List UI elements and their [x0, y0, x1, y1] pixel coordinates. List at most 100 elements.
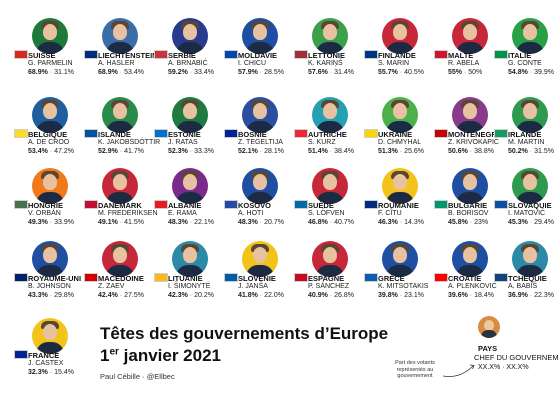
leader-name: E. RAMA	[168, 210, 197, 217]
vote-share-separator: ·	[527, 69, 535, 76]
leader-portrait	[312, 97, 348, 133]
vote-share-secondary: 33.3%	[194, 148, 214, 155]
vote-share-separator: ·	[187, 69, 195, 76]
vote-share-primary: 52.3%	[168, 148, 188, 155]
vote-share-secondary: 20.2%	[194, 292, 214, 299]
leader-card: MACÉDOINE Z. ZAEV 42.4% · 27.5%	[84, 241, 156, 319]
leader-card: HONGRIE V. ORBÁN 49.3% · 33.9%	[14, 168, 86, 246]
country-flag-icon	[364, 129, 378, 138]
vote-share-primary: 55%	[448, 69, 463, 76]
leader-card: ISLANDE K. JAKOBSDÓTTIR 52.9% · 41.7%	[84, 97, 160, 175]
country-flag-icon	[84, 129, 98, 138]
leader-name: A. HOTI	[238, 210, 264, 217]
vote-share-separator: ·	[397, 69, 405, 76]
vote-share-separator: ·	[462, 69, 469, 76]
leader-portrait	[512, 18, 548, 54]
country-flag-icon	[14, 350, 28, 359]
leader-card: ESPAGNE P. SÁNCHEZ 40.9% · 26.8%	[294, 241, 366, 319]
vote-share-secondary: 41.5%	[124, 219, 144, 226]
vote-share: 46.8% · 40.7%	[308, 219, 354, 226]
country-flag-icon	[84, 200, 98, 209]
leader-portrait	[452, 18, 488, 54]
vote-share-separator: ·	[467, 148, 475, 155]
leader-card: ROUMANIE F. CÎTU 46.3% · 14.3%	[364, 168, 436, 246]
author-credit: Paul Cébille · @Ellbec	[100, 372, 175, 381]
leader-name: Z. TEGELTIJA	[238, 139, 283, 146]
vote-share-secondary: 38.8%	[474, 148, 494, 155]
subtitle-day: 1	[100, 346, 110, 365]
vote-share-primary: 53.4%	[28, 148, 48, 155]
subtitle-ordinal: er	[109, 346, 119, 358]
leader-portrait	[242, 241, 278, 277]
country-name: BOSNIE	[238, 130, 267, 139]
country-flag-icon	[294, 50, 308, 59]
vote-share: 39.8% · 23.1%	[378, 292, 424, 299]
vote-share-separator: ·	[117, 148, 125, 155]
country-flag-icon	[494, 200, 508, 209]
vote-share-primary: 36.9%	[508, 292, 528, 299]
country-name: TCHÉQUIE	[508, 274, 547, 283]
vote-share-secondary: 18.4%	[474, 292, 494, 299]
vote-share: 45.8% · 23%	[448, 219, 488, 226]
vote-share-separator: ·	[117, 219, 125, 226]
leader-card: FINLANDE S. MARIN 55.7% · 40.5%	[364, 18, 436, 96]
country-name: LIECHTENSTEIN	[98, 51, 158, 60]
leader-name: K. KARIŅŠ	[308, 60, 343, 67]
leader-card: UKRAINE D. CHMYHAL 51.3% · 25.6%	[364, 97, 436, 175]
country-name: LETTONIE	[308, 51, 345, 60]
country-flag-icon	[84, 50, 98, 59]
country-flag-icon	[434, 129, 448, 138]
legend-note: Part des votants représentés au gouverne…	[395, 360, 435, 379]
country-flag-icon	[364, 200, 378, 209]
leader-name: F. CÎTU	[378, 210, 402, 217]
country-name: UKRAINE	[378, 130, 413, 139]
vote-share: 40.9% · 26.8%	[308, 292, 354, 299]
vote-share-secondary: 27.5%	[124, 292, 144, 299]
vote-share-separator: ·	[527, 292, 535, 299]
vote-share: 45.3% · 29.4%	[508, 219, 554, 226]
vote-share-separator: ·	[257, 292, 265, 299]
leader-card: LIECHTENSTEIN A. HASLER 68.9% · 53.4%	[84, 18, 158, 96]
country-flag-icon	[224, 200, 238, 209]
leader-card: ESTONIE J. RATAS 52.3% · 33.3%	[154, 97, 226, 175]
leader-portrait	[172, 241, 208, 277]
leader-portrait	[172, 168, 208, 204]
country-name: FRANCE	[28, 351, 60, 360]
country-name: SLOVÉNIE	[238, 274, 276, 283]
leader-name: M. MARTIN	[508, 139, 545, 146]
leader-name: A. BABIŠ	[508, 283, 538, 290]
vote-share-secondary: 28.5%	[264, 69, 284, 76]
vote-share-secondary: 22.1%	[194, 219, 214, 226]
country-name: MOLDAVIE	[238, 51, 278, 60]
subtitle-date: janvier 2021	[118, 346, 221, 365]
vote-share-primary: 43.3%	[28, 292, 48, 299]
country-name: CROATIE	[448, 274, 482, 283]
vote-share-secondary: 25.6%	[404, 148, 424, 155]
vote-share: 55% · 50%	[448, 69, 482, 76]
leader-name: J. CASTEX	[28, 360, 64, 367]
vote-share-separator: ·	[47, 369, 55, 376]
leader-portrait	[452, 241, 488, 277]
leader-portrait	[312, 18, 348, 54]
leader-name: D. CHMYHAL	[378, 139, 422, 146]
vote-share-primary: 46.8%	[308, 219, 328, 226]
vote-share-primary: 42.4%	[98, 292, 118, 299]
vote-share-secondary: 33.9%	[54, 219, 74, 226]
vote-share-primary: 49.3%	[28, 219, 48, 226]
leader-portrait	[102, 97, 138, 133]
vote-share-secondary: 47.2%	[54, 148, 74, 155]
vote-share-separator: ·	[467, 219, 475, 226]
vote-share-primary: 48.3%	[238, 219, 258, 226]
vote-share-secondary: 40.7%	[334, 219, 354, 226]
vote-share: 42.4% · 27.5%	[98, 292, 144, 299]
page-title: Têtes des gouvernements d’Europe	[100, 324, 389, 343]
leader-card: SLOVÉNIE J. JANŠA 41.8% · 22.0%	[224, 241, 296, 319]
country-name: MONTENEGRO	[448, 130, 503, 139]
leader-name: P. SÁNCHEZ	[308, 283, 350, 290]
leader-card: FRANCE J. CASTEX 32.3% · 15.4%	[14, 318, 86, 396]
vote-share: 48.3% · 20.7%	[238, 219, 284, 226]
leader-card: BOSNIE Z. TEGELTIJA 52.1% · 28.1%	[224, 97, 296, 175]
leader-card: ALBANIE E. RAMA 48.3% · 22.1%	[154, 168, 226, 246]
vote-share-primary: 39.6%	[448, 292, 468, 299]
leader-portrait	[102, 241, 138, 277]
